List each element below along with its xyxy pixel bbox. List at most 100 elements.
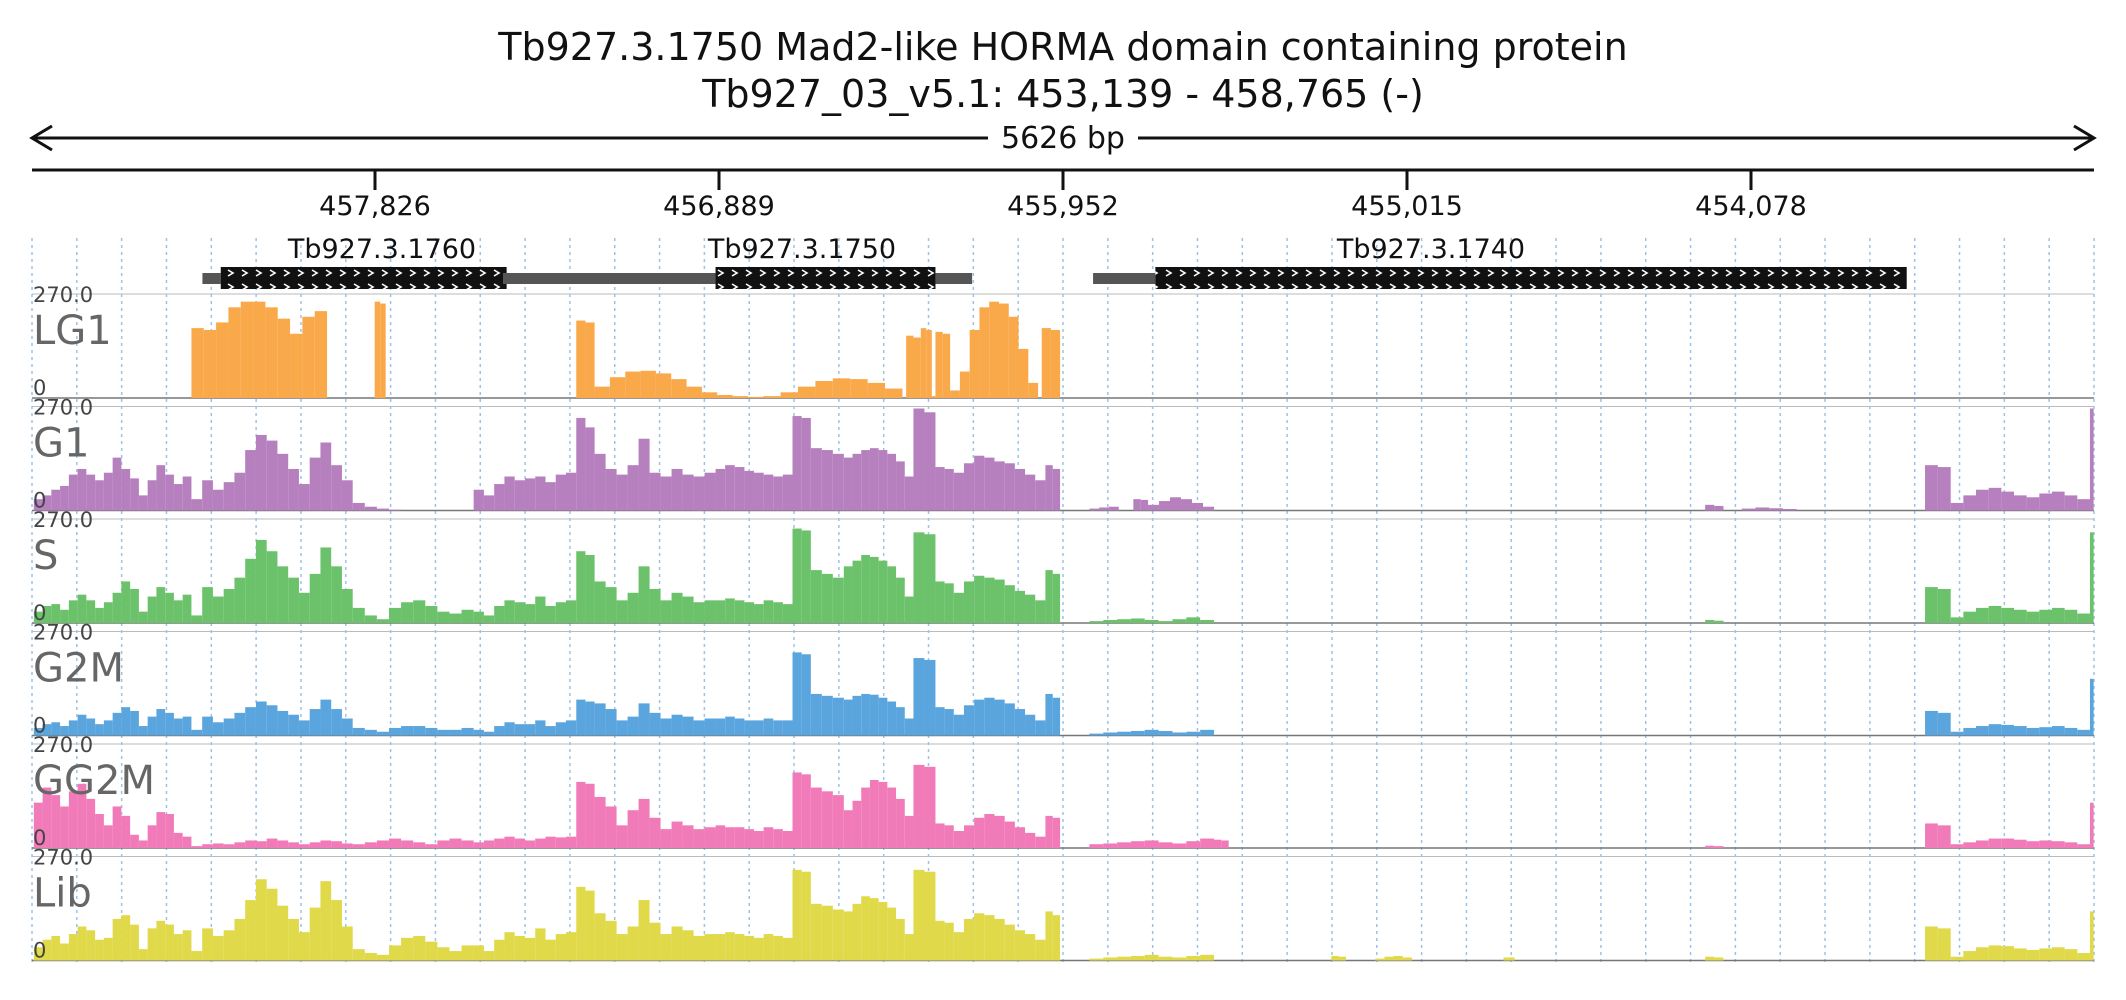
- coverage-bar: [86, 474, 96, 511]
- coverage-bar: [649, 922, 661, 961]
- coverage-bar: [913, 869, 925, 961]
- coverage-bar: [2026, 841, 2040, 848]
- coverage-bar: [1769, 508, 1784, 511]
- coverage-bar: [413, 842, 426, 848]
- coverage-bar: [524, 840, 536, 848]
- coverage-bar: [255, 879, 267, 961]
- coverage-bar: [1963, 951, 1977, 961]
- track-name: Lib: [33, 871, 92, 917]
- coverage-bar: [401, 726, 414, 736]
- coverage-bar: [51, 604, 61, 623]
- coverage-bar: [2001, 838, 2015, 848]
- coverage-bar: [483, 615, 495, 623]
- coverage-bar: [51, 722, 61, 736]
- coverage-bar: [2089, 911, 2094, 961]
- coverage-bar: [121, 581, 131, 623]
- coverage-bar: [605, 709, 617, 736]
- coverage-bar: [266, 888, 278, 961]
- coverage-bar: [566, 932, 577, 961]
- coverage-bar: [649, 817, 661, 848]
- coverage-bar: [1130, 730, 1145, 736]
- coverage-bar: [461, 840, 474, 848]
- coverage-bar: [913, 337, 921, 398]
- coverage-bar: [638, 438, 650, 511]
- coverage-bar: [2014, 726, 2027, 736]
- coverage-bar: [2064, 842, 2078, 848]
- coverage-bar: [331, 841, 342, 848]
- coverage-bar: [2039, 840, 2052, 848]
- coverage-bar: [782, 937, 793, 961]
- coverage-bar: [388, 607, 402, 623]
- coverage-bar: [1035, 836, 1046, 848]
- track-max-label: 270.0: [33, 396, 93, 420]
- coverage-bar: [494, 606, 505, 623]
- coverage-bar: [782, 831, 793, 848]
- gene-model[interactable]: Tb927.3.1760: [202, 234, 588, 289]
- coverage-bar: [994, 699, 1005, 736]
- coverage-bar: [1925, 823, 1938, 848]
- coverage-bar: [924, 871, 936, 961]
- coverage-bar: [913, 658, 925, 736]
- coverage-bar: [182, 594, 192, 623]
- gene-label[interactable]: Tb927.3.1760: [287, 234, 476, 265]
- coverage-bar: [1089, 844, 1104, 848]
- coverage-bar: [376, 840, 389, 848]
- coverage-bar: [1705, 504, 1715, 511]
- coverage-bar: [1988, 606, 2002, 623]
- coverage-bar: [682, 474, 694, 511]
- coverage-bar: [77, 468, 87, 511]
- gene-label[interactable]: Tb927.3.1750: [707, 234, 896, 265]
- coverage-bar: [173, 934, 183, 961]
- coverage-bar: [832, 697, 844, 736]
- coverage-bar: [1052, 915, 1061, 961]
- coverage-bar: [1714, 957, 1724, 961]
- coverage-bar: [832, 378, 851, 398]
- coverage-bar: [935, 823, 945, 848]
- coverage-bar: [380, 303, 386, 398]
- coverage-bar: [832, 909, 844, 961]
- coverage-bar: [388, 838, 402, 848]
- coverage-bar: [843, 810, 853, 848]
- track-g1: 270.0 0 G1: [32, 396, 2094, 513]
- coverage-bar: [449, 613, 462, 623]
- coverage-bar: [913, 408, 925, 511]
- coverage-bar: [924, 659, 936, 736]
- coverage-bar: [671, 714, 683, 736]
- coverage-bar: [86, 718, 96, 736]
- coverage-bar: [566, 472, 577, 511]
- gene-label[interactable]: Tb927.3.1740: [1336, 234, 1525, 265]
- coverage-bar: [1130, 841, 1145, 848]
- coverage-bar: [2051, 841, 2065, 848]
- coverage-bar: [896, 461, 905, 511]
- coverage-bar: [1052, 817, 1061, 848]
- coverage-bar: [376, 619, 389, 623]
- coverage-bar: [1200, 619, 1215, 623]
- coverage-bar: [963, 463, 975, 511]
- coverage-bar: [266, 551, 278, 623]
- coverage-bar: [331, 900, 342, 961]
- coverage-bar: [744, 829, 755, 848]
- gene-model[interactable]: Tb927.3.1740: [1093, 234, 1907, 289]
- coverage-bar: [191, 951, 203, 961]
- coverage-bar: [576, 417, 586, 511]
- track-min-label: 0: [33, 601, 46, 625]
- coverage-bar: [555, 934, 567, 961]
- coverage-bar: [165, 712, 174, 736]
- coverage-bar: [852, 560, 862, 623]
- coverage-bar: [1963, 727, 1977, 736]
- coverage-bar: [627, 465, 639, 511]
- coverage-bar: [682, 930, 694, 961]
- gene-model[interactable]: Tb927.3.1750: [502, 234, 973, 289]
- coverage-bar: [60, 943, 69, 961]
- coverage-bar: [514, 480, 525, 511]
- coverage-bar: [2014, 609, 2027, 623]
- coverage-bar: [754, 472, 764, 511]
- coverage-bar: [95, 939, 104, 961]
- coverage-bar: [935, 920, 945, 961]
- coverage-bar: [747, 396, 764, 398]
- coverage-bar: [1025, 934, 1036, 961]
- coverage-bar: [277, 840, 289, 848]
- coverage-bar: [998, 303, 1009, 398]
- coverage-bar: [801, 417, 811, 511]
- coverage-bar: [896, 798, 905, 848]
